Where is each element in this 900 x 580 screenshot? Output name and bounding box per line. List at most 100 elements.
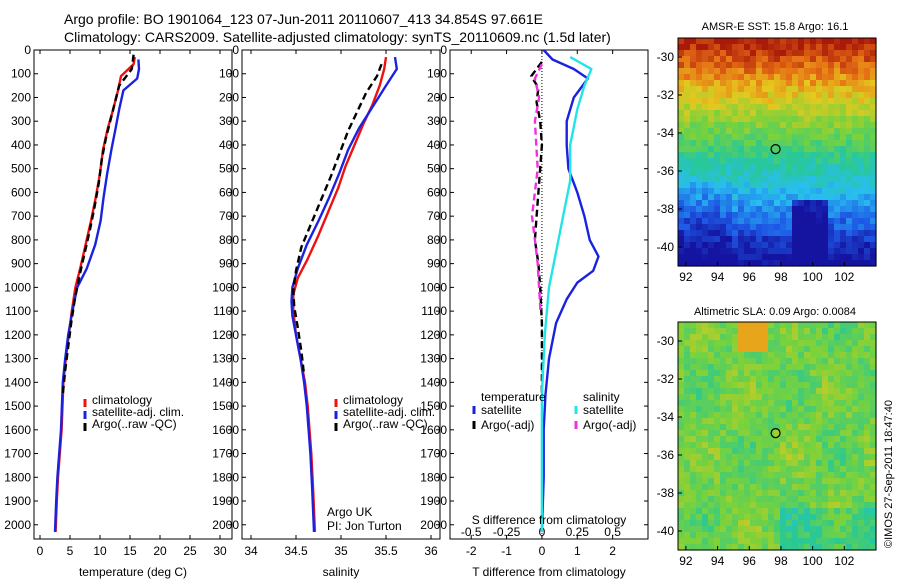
map-cell <box>822 62 829 69</box>
map-cell <box>870 466 877 473</box>
map-cell <box>690 188 697 195</box>
map-cell <box>702 352 709 359</box>
map-cell <box>786 340 793 347</box>
map-cell <box>786 460 793 467</box>
map-cell <box>840 92 847 99</box>
map-cell <box>702 454 709 461</box>
map-cell <box>744 508 751 515</box>
map-cell <box>780 352 787 359</box>
map-cell <box>690 254 697 261</box>
map-cell <box>726 134 733 141</box>
map-cell <box>828 74 835 81</box>
x-tick-label: 20 <box>153 544 167 558</box>
map-cell <box>744 152 751 159</box>
map-cell <box>720 424 727 431</box>
map-cell <box>774 538 781 545</box>
map-cell <box>720 62 727 69</box>
map-cell <box>726 364 733 371</box>
map-cell <box>744 128 751 135</box>
map-cell <box>840 236 847 243</box>
map-cell <box>690 122 697 129</box>
map-cell <box>702 520 709 527</box>
map-cell <box>708 224 715 231</box>
map-cell <box>864 472 871 479</box>
map-cell <box>756 242 763 249</box>
map-cell <box>690 364 697 371</box>
map-cell <box>840 466 847 473</box>
map-cell <box>678 466 685 473</box>
map-cell <box>792 364 799 371</box>
map-cell <box>828 68 835 75</box>
map-cell <box>840 224 847 231</box>
map-cell <box>684 502 691 509</box>
map-cell <box>678 158 685 165</box>
map-cell <box>756 340 763 347</box>
map-cell <box>810 152 817 159</box>
map-cell <box>750 328 757 335</box>
map-cell <box>678 370 685 377</box>
map-cell <box>732 436 739 443</box>
map-cell <box>804 532 811 539</box>
map-cell <box>720 218 727 225</box>
map-cell <box>816 170 823 177</box>
map-cell <box>690 484 697 491</box>
map-cell <box>840 104 847 111</box>
map-cell <box>840 322 847 329</box>
map-cell <box>828 98 835 105</box>
map-x-tick-label: 100 <box>803 270 823 284</box>
map-cell <box>798 484 805 491</box>
map-cell <box>732 92 739 99</box>
map-cell <box>804 182 811 189</box>
map-cell <box>828 158 835 165</box>
map-cell <box>834 248 841 255</box>
map-cell <box>726 388 733 395</box>
map-cell <box>762 484 769 491</box>
map-cell <box>732 520 739 527</box>
map-cell <box>726 334 733 341</box>
map-cell <box>756 502 763 509</box>
map-cell <box>708 182 715 189</box>
map-cell <box>816 478 823 485</box>
map-cell <box>708 68 715 75</box>
map-cell <box>804 328 811 335</box>
map-cell <box>774 98 781 105</box>
map-cell <box>720 502 727 509</box>
map-cell <box>846 116 853 123</box>
map-cell <box>756 472 763 479</box>
map-cell <box>714 164 721 171</box>
map-cell <box>768 62 775 69</box>
map-cell <box>702 86 709 93</box>
map-cell <box>780 242 787 249</box>
map-cell <box>714 466 721 473</box>
map-cell <box>726 532 733 539</box>
map-cell <box>684 170 691 177</box>
map-cell <box>864 92 871 99</box>
map-cell <box>714 436 721 443</box>
map-cell <box>834 56 841 63</box>
map-cell <box>762 260 769 267</box>
map-cell <box>858 146 865 153</box>
map-cell <box>690 134 697 141</box>
map-cell <box>732 38 739 45</box>
map-cell <box>816 466 823 473</box>
map-cell <box>828 322 835 329</box>
map-cell <box>804 436 811 443</box>
map-cell <box>702 430 709 437</box>
map-cell <box>822 146 829 153</box>
map-cell <box>732 394 739 401</box>
map-cell <box>810 98 817 105</box>
map-cell <box>798 206 805 213</box>
map-cell <box>858 122 865 129</box>
map-cell <box>774 406 781 413</box>
map-cell <box>744 502 751 509</box>
map-cell <box>864 394 871 401</box>
map-cell <box>744 110 751 117</box>
map-cell <box>858 370 865 377</box>
map-cell <box>810 520 817 527</box>
map-cell <box>702 370 709 377</box>
x-tick-label: 34.5 <box>284 544 308 558</box>
map-cell <box>804 134 811 141</box>
map-cell <box>708 104 715 111</box>
map-cell <box>804 400 811 407</box>
map-cell <box>792 38 799 45</box>
